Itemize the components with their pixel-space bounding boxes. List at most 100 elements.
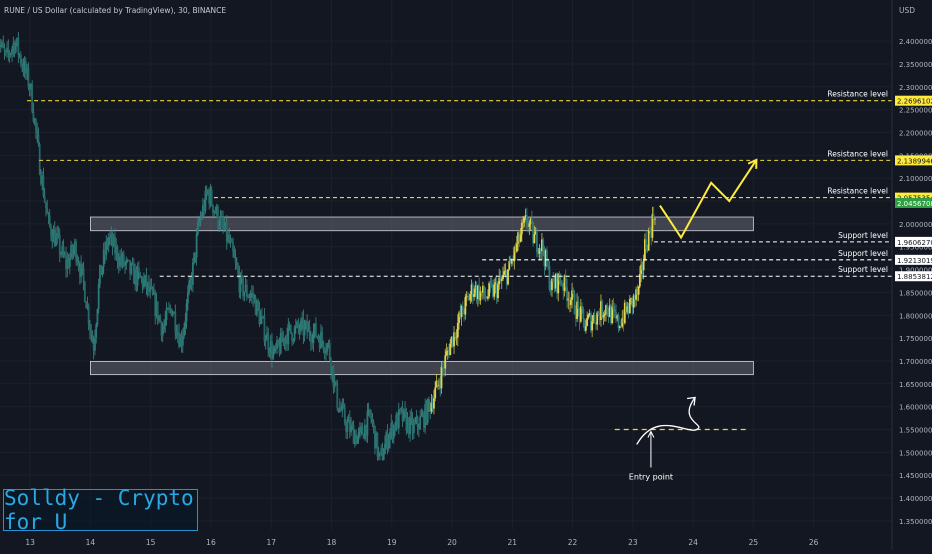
candle-body xyxy=(309,327,311,336)
candle-body xyxy=(199,218,201,222)
candle-body xyxy=(7,48,9,53)
candle-body xyxy=(272,351,274,358)
candle-body xyxy=(109,237,111,239)
candle-body xyxy=(39,144,41,174)
candle-body xyxy=(404,409,406,413)
candle-body xyxy=(60,254,62,255)
candle-body xyxy=(27,68,29,88)
candle-body xyxy=(329,343,331,360)
candle-body xyxy=(222,217,224,225)
candle-body xyxy=(325,352,327,354)
candle-body xyxy=(198,222,200,224)
candle-body xyxy=(531,219,533,223)
candle-body xyxy=(507,269,509,284)
candle-body xyxy=(501,279,503,281)
candle-body xyxy=(536,232,538,252)
price-tick-label: 1.8500000 xyxy=(899,289,932,297)
watermark-text: Solldy - Crypto for U xyxy=(4,486,197,534)
candle-body xyxy=(117,247,119,262)
candle-body xyxy=(182,336,184,345)
candle-body xyxy=(441,367,443,389)
candle-body xyxy=(287,324,289,344)
support-label: Support level xyxy=(838,231,888,240)
price-tick-label: 1.7500000 xyxy=(899,335,932,343)
candle-body xyxy=(172,314,174,316)
candle-body xyxy=(243,292,245,296)
candle-body xyxy=(169,308,171,309)
watermark-badge: Solldy - Crypto for U xyxy=(3,489,198,531)
time-tick-label: 25 xyxy=(749,538,759,547)
current-price-text: 2.0456708 xyxy=(897,200,932,208)
candle-body xyxy=(44,196,46,202)
candle-body xyxy=(366,411,368,435)
candle-body xyxy=(163,326,165,330)
candle-body xyxy=(591,321,593,330)
candle-body xyxy=(143,280,145,288)
candle-body xyxy=(0,45,2,47)
candle-body xyxy=(162,330,164,336)
candle-body xyxy=(36,131,38,135)
candle-body xyxy=(614,309,616,312)
candle-body xyxy=(560,281,562,284)
candle-body xyxy=(300,321,302,332)
candle-body xyxy=(485,296,487,298)
resistance-label: Resistance level xyxy=(827,187,888,196)
candle-body xyxy=(15,43,17,52)
resistance-label: Resistance level xyxy=(827,90,888,99)
candle-body xyxy=(252,293,254,298)
candle-body xyxy=(217,206,219,225)
candle-body xyxy=(587,315,589,318)
candle-body xyxy=(493,285,495,297)
support-label: Support level xyxy=(838,265,888,274)
candle-body xyxy=(35,119,37,130)
candle-body xyxy=(10,54,12,56)
candle-body xyxy=(442,367,444,368)
candle-body xyxy=(267,333,269,350)
entry-point-label: Entry point xyxy=(629,472,673,481)
candle-body xyxy=(64,255,66,256)
candle-body xyxy=(69,258,71,267)
candle-body xyxy=(437,381,439,386)
price-tick-label: 2.1000000 xyxy=(899,175,932,183)
candle-body xyxy=(264,317,266,342)
candle-body xyxy=(81,264,83,269)
candle-body xyxy=(552,279,554,283)
candle-body xyxy=(95,324,97,338)
candle-body xyxy=(638,286,640,294)
price-tick-label: 1.5000000 xyxy=(899,449,932,457)
candle-body xyxy=(291,333,293,341)
candle-body xyxy=(516,244,518,252)
candle-body xyxy=(561,284,563,285)
candle-body xyxy=(124,264,126,266)
candle-body xyxy=(604,314,606,315)
candle-body xyxy=(653,214,655,219)
current-price-tag: 2.0456708 xyxy=(895,198,932,208)
candle-body xyxy=(130,264,132,274)
candle-body xyxy=(289,324,291,325)
candle-body xyxy=(138,268,140,273)
candle-body xyxy=(384,444,386,454)
candle-body xyxy=(257,301,259,309)
candle-body xyxy=(413,423,415,433)
candle-body xyxy=(21,64,23,67)
price-tick-label: 2.3000000 xyxy=(899,84,932,92)
candle-body xyxy=(497,284,499,298)
candle-body xyxy=(409,416,411,434)
candle-body xyxy=(58,233,60,235)
candle-body xyxy=(549,266,551,289)
symbol-title: RUNE / US Dollar (calculated by TradingV… xyxy=(4,6,226,15)
candle-body xyxy=(335,381,337,383)
candle-body xyxy=(361,426,363,434)
candle-body xyxy=(469,294,471,300)
time-tick-label: 18 xyxy=(327,538,337,547)
price-tag: 1.8853812 xyxy=(895,271,932,281)
candle-body xyxy=(45,202,47,208)
price-tag-text: 1.9606270 xyxy=(897,239,932,247)
candle-body xyxy=(236,262,238,267)
candle-body xyxy=(372,419,374,423)
candle-body xyxy=(522,222,524,223)
candle-body xyxy=(326,344,328,351)
candle-body xyxy=(83,268,85,282)
